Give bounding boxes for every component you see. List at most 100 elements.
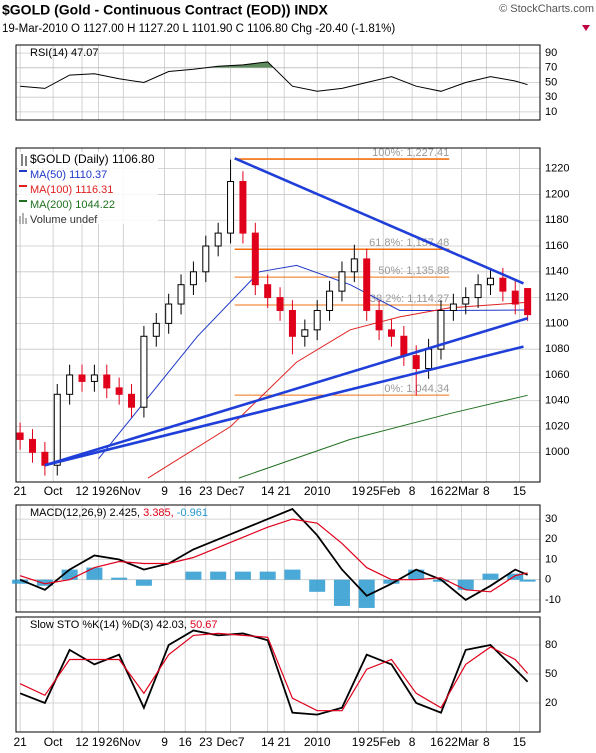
- candle-body: [288, 309, 296, 337]
- moving-average: [147, 301, 528, 479]
- legend-label: Volume undef: [30, 214, 98, 226]
- fib-label: 61.8%: 1,157.48: [369, 237, 449, 249]
- y-tick-label: 1060: [545, 369, 569, 381]
- y-tick-label: 1000: [545, 446, 569, 458]
- legend-swatch: [19, 185, 27, 187]
- x-tick-label: 8: [483, 735, 490, 749]
- candle-body: [301, 329, 309, 337]
- x-tick-label: 2010: [304, 735, 331, 749]
- y-tick-label: 20: [545, 697, 557, 709]
- y-tick-label: 1040: [545, 395, 569, 407]
- legend-swatch: [19, 200, 27, 202]
- y-tick-label: 30: [545, 91, 557, 103]
- y-tick-label: 70: [545, 62, 557, 74]
- y-tick-label: 10: [545, 106, 557, 118]
- histogram-bar: [185, 571, 202, 580]
- panel-frame: [15, 44, 541, 121]
- histogram-bar: [408, 569, 425, 580]
- candle-body: [350, 258, 358, 273]
- x-tick-label: 12: [75, 735, 89, 749]
- candle-body: [66, 374, 74, 395]
- legend-bg: [18, 152, 158, 224]
- x-tick-label: 16: [430, 735, 444, 749]
- y-tick-label: 30: [545, 513, 557, 525]
- candle-body: [511, 290, 519, 305]
- candle-body: [486, 277, 494, 286]
- y-tick-label: 80: [545, 639, 557, 651]
- candle-body: [437, 309, 445, 350]
- panel-title: RSI(14) 47.07: [30, 47, 98, 59]
- legend-label: MA(200) 1044.22: [30, 199, 115, 211]
- candle-body: [29, 438, 37, 453]
- histogram-bar: [61, 569, 78, 580]
- macd-line: [19, 518, 528, 593]
- candle-body: [425, 348, 433, 370]
- down-arrow: [582, 25, 590, 31]
- x-tick-label: Oct: [44, 484, 63, 498]
- y-tick-label: 1140: [545, 266, 569, 278]
- candle-body: [400, 335, 408, 357]
- x-tick-label: 19: [92, 735, 106, 749]
- candle-body: [177, 284, 185, 305]
- legend-label: -0.961: [177, 507, 208, 519]
- y-tick-label: 1180: [545, 214, 569, 226]
- histogram-bar: [519, 579, 536, 582]
- histogram-bar: [259, 571, 276, 580]
- fib-label: 38.2%: 1,114.27: [370, 293, 449, 305]
- y-tick-label: 90: [545, 47, 557, 59]
- candle-body: [140, 335, 148, 408]
- x-tick-label: 15: [513, 484, 527, 498]
- x-tick-label: 9: [161, 735, 168, 749]
- chart-title: $GOLD (Gold - Continuous Contract (EOD))…: [2, 2, 329, 18]
- x-tick-label: Oct: [44, 735, 63, 749]
- fib-label: 100%: 1,227.41: [372, 147, 449, 159]
- x-tick-label: 16: [430, 484, 444, 498]
- candle-body: [524, 288, 532, 316]
- y-tick-label: 1220: [545, 163, 569, 175]
- x-tick-label: 8: [409, 484, 416, 498]
- x-tick-label: 25Feb: [366, 735, 400, 749]
- sto-line: [19, 629, 529, 716]
- x-tick-label: 14: [261, 735, 275, 749]
- candle-body: [165, 303, 173, 324]
- histogram-bar: [358, 579, 375, 608]
- legend-label: MA(100) 1116.31: [30, 184, 113, 196]
- legend-swatch: [19, 170, 27, 172]
- candle-body: [189, 271, 197, 286]
- candle-body: [264, 284, 272, 299]
- y-tick-label: 1120: [545, 291, 569, 303]
- x-tick-label: 2010: [304, 484, 331, 498]
- histogram-bar: [234, 571, 251, 580]
- x-tick-label: 16: [178, 735, 192, 749]
- trend-line: [234, 157, 525, 285]
- histogram-bar: [309, 579, 326, 592]
- panel-frame: [15, 504, 541, 613]
- rsi-line: [20, 61, 528, 92]
- histogram-bar: [333, 579, 350, 606]
- legend-label: MA(50) 1110.37: [30, 169, 107, 181]
- panel-title: Slow STO %K(14) %D(3) 42.03, 50.67: [30, 619, 218, 631]
- x-tick-label: 19: [352, 735, 366, 749]
- histogram-bar: [507, 573, 524, 580]
- fib-label: 0%: 1,044.34: [384, 383, 449, 395]
- candle-body: [375, 309, 383, 331]
- x-tick-label: 21: [278, 735, 292, 749]
- y-tick-label: 20: [545, 533, 557, 545]
- candle-body: [78, 374, 86, 382]
- candle-body: [313, 309, 321, 331]
- trend-line: [44, 316, 529, 467]
- x-tick-label: Dec7: [217, 484, 245, 498]
- x-tick-label: 19: [352, 484, 366, 498]
- candle-body: [53, 393, 61, 466]
- histogram-bar: [111, 577, 128, 580]
- histogram-bar: [383, 579, 400, 584]
- candle-body: [499, 277, 507, 292]
- x-tick-label: 16: [178, 484, 192, 498]
- x-tick-label: 22Mar: [445, 735, 479, 749]
- candle-body: [326, 290, 334, 311]
- y-tick-label: 1200: [545, 188, 569, 200]
- y-tick-label: 10: [545, 553, 557, 565]
- y-tick-label: 1100: [545, 317, 569, 329]
- x-tick-label: 26Nov: [106, 484, 141, 498]
